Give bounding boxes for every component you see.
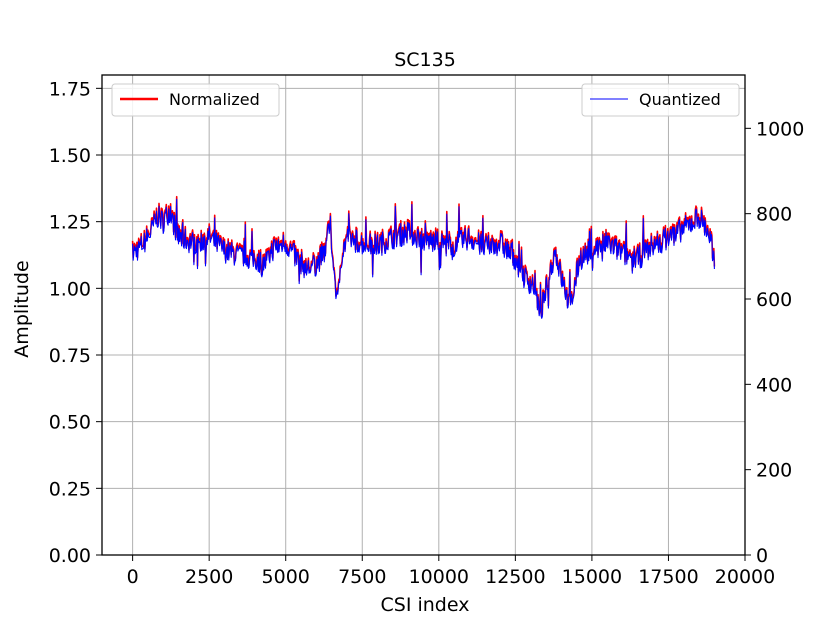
legend-normalized-label: Normalized xyxy=(169,90,260,109)
y-axis-ticks: 0.00 0.25 0.50 0.75 1.00 1.25 1.50 1.75 xyxy=(49,78,102,567)
x-tick-label: 12500 xyxy=(485,566,545,588)
x-axis-ticks: 0 2500 5000 7500 10000 12500 15000 17500 20000 xyxy=(127,555,775,588)
x-tick-label: 15000 xyxy=(562,566,622,588)
y2-tick-label: 1000 xyxy=(756,118,804,140)
y-axis-label: Amplitude xyxy=(11,260,33,357)
grid-lines xyxy=(102,75,746,556)
x-tick-label: 7500 xyxy=(338,566,386,588)
y-tick-label: 0.25 xyxy=(49,478,91,500)
y-tick-label: 1.50 xyxy=(49,145,91,167)
y2-tick-label: 0 xyxy=(756,545,768,567)
y-tick-label: 0.50 xyxy=(49,412,91,434)
legend-normalized: Normalized xyxy=(111,83,280,117)
y2-axis-ticks: 0 200 400 600 800 1000 xyxy=(745,118,804,567)
x-tick-label: 10000 xyxy=(409,566,469,588)
y2-tick-label: 200 xyxy=(756,460,792,482)
series-layer xyxy=(131,195,716,319)
series-quantized-line xyxy=(132,198,715,319)
y-tick-label: 1.00 xyxy=(49,278,91,300)
y-tick-label: 1.75 xyxy=(49,78,91,100)
legend-quantized: Quantized xyxy=(581,83,740,117)
x-tick-label: 2500 xyxy=(185,566,233,588)
legend-normalized-box xyxy=(111,83,280,117)
x-tick-label: 0 xyxy=(127,566,139,588)
legend-quantized-label: Quantized xyxy=(639,90,721,109)
x-axis-label: CSI index xyxy=(381,594,470,616)
y2-tick-label: 600 xyxy=(756,289,792,311)
x-tick-label: 17500 xyxy=(638,566,698,588)
plot-frame xyxy=(101,74,746,556)
x-tick-label: 20000 xyxy=(715,566,775,588)
chart-title: SC135 xyxy=(394,49,456,71)
x-tick-label: 5000 xyxy=(262,566,310,588)
y-tick-label: 0.00 xyxy=(49,545,91,567)
y-tick-label: 0.75 xyxy=(49,345,91,367)
legend-quantized-box xyxy=(581,83,740,117)
y-tick-label: 1.25 xyxy=(49,212,91,234)
y2-tick-label: 800 xyxy=(756,204,792,226)
y2-tick-label: 400 xyxy=(756,374,792,396)
